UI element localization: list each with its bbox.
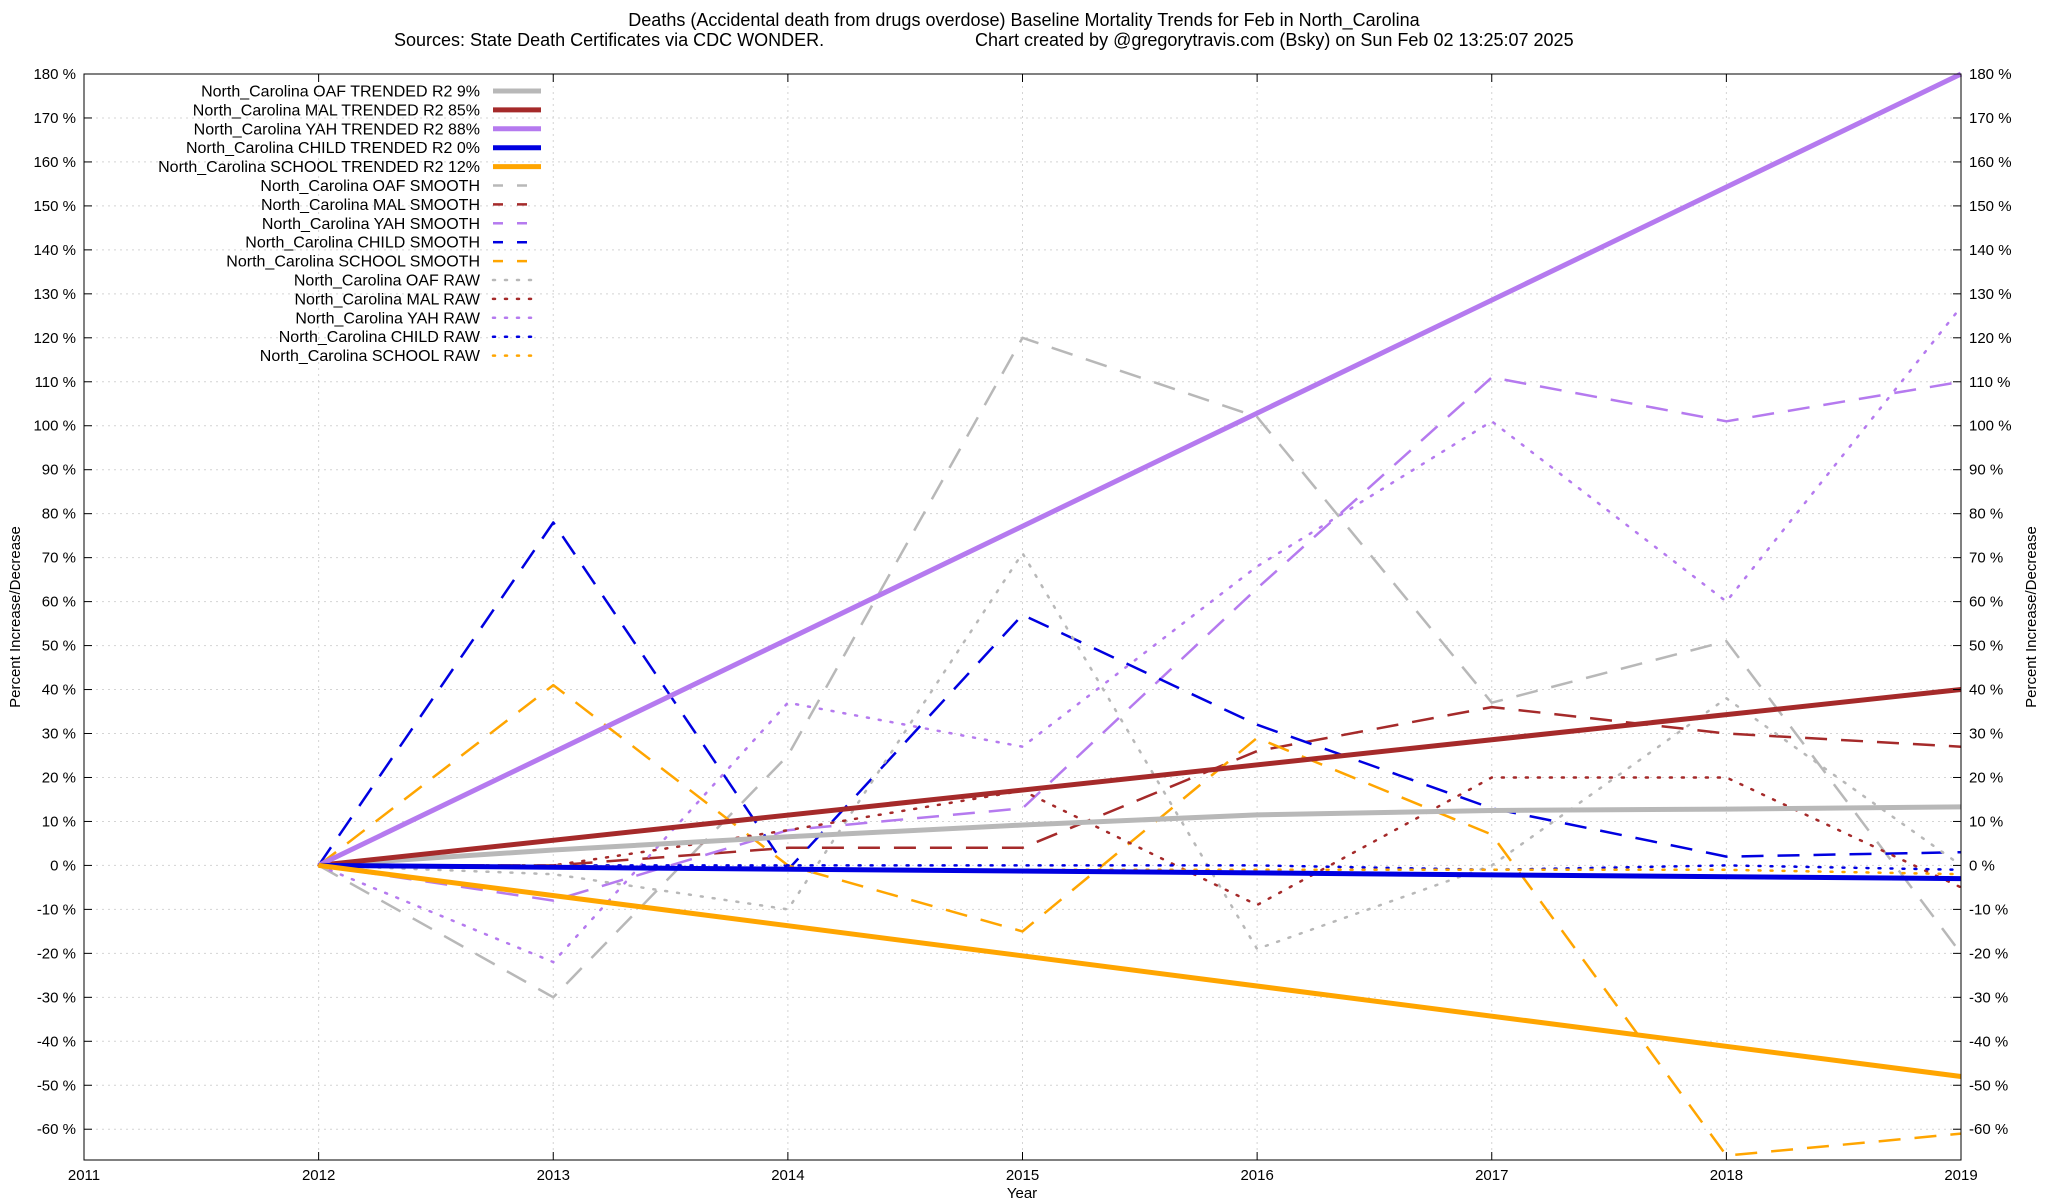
series-layer (317, 71, 1963, 1157)
y-tick-label-left: 30 % (42, 726, 76, 743)
y-tick-label-left: 140 % (33, 242, 76, 259)
legend: North_Carolina OAF TRENDED R2 9%North_Ca… (158, 84, 543, 365)
legend-label: North_Carolina CHILD RAW (279, 329, 481, 346)
series-line-11 (317, 551, 1963, 951)
y-tick-label-right: -60 % (1969, 1121, 2008, 1138)
y-tick-label-right: -10 % (1969, 901, 2008, 918)
y-tick-label-right: 40 % (1969, 682, 2003, 699)
series-line-8 (318, 376, 1962, 902)
x-tick-label: 2011 (68, 1167, 100, 1184)
legend-label: North_Carolina CHILD TRENDED R2 0% (186, 140, 480, 157)
chart-source: Sources: State Death Certificates via CD… (394, 30, 824, 50)
series-line-4 (318, 862, 1962, 882)
x-tick-label: 2014 (771, 1167, 804, 1184)
series-line-9 (317, 521, 1962, 872)
y-axis-label-right: Percent Increase/Decrease (2023, 526, 2040, 708)
y-tick-label-left: 20 % (42, 769, 76, 786)
y-tick-label-left: 170 % (33, 110, 76, 127)
x-tick-label: 2017 (1475, 1167, 1508, 1184)
x-tick-label: 2018 (1710, 1167, 1743, 1184)
legend-label: North_Carolina YAH TRENDED R2 88% (194, 121, 480, 138)
x-tick-label: 2013 (537, 1167, 570, 1184)
y-tick-label-right: 0 % (1969, 857, 1995, 874)
y-tick-label-right: 180 % (1969, 66, 2012, 83)
x-tick-label: 2016 (1240, 1167, 1273, 1184)
x-axis-label: Year (1007, 1185, 1037, 1200)
y-tick-label-left: 80 % (42, 506, 76, 523)
y-tick-label-left: 90 % (42, 462, 76, 479)
y-tick-label-left: 50 % (42, 638, 76, 655)
series-line-6 (317, 336, 1962, 999)
y-tick-label-left: 100 % (33, 418, 76, 435)
y-tick-label-right: 150 % (1969, 198, 2012, 215)
y-tick-label-right: -30 % (1969, 989, 2008, 1006)
y-tick-label-right: 120 % (1969, 330, 2012, 347)
y-axis-label-left: Percent Increase/Decrease (7, 526, 24, 708)
y-tick-label-left: 110 % (35, 374, 76, 391)
series-line-10 (317, 683, 1962, 1157)
legend-label: North_Carolina MAL SMOOTH (261, 197, 480, 214)
y-tick-label-left: 130 % (33, 286, 76, 303)
y-tick-label-right: 160 % (1969, 154, 2012, 171)
chart-title: Deaths (Accidental death from drugs over… (628, 10, 1420, 31)
legend-label: North_Carolina SCHOOL SMOOTH (226, 254, 480, 271)
y-tick-label-right: 80 % (1969, 506, 2003, 523)
y-tick-label-right: -20 % (1969, 945, 2008, 962)
y-tick-label-left: -20 % (37, 945, 76, 962)
legend-label: North_Carolina MAL RAW (294, 291, 480, 308)
y-tick-label-right: 10 % (1969, 813, 2003, 830)
y-tick-label-right: -40 % (1969, 1033, 2008, 1050)
y-tick-label-left: -60 % (37, 1121, 76, 1138)
series-line-13 (317, 305, 1963, 964)
x-tick-label: 2012 (302, 1167, 335, 1184)
y-tick-label-left: -10 % (37, 901, 76, 918)
series-line-7 (318, 705, 1962, 867)
y-tick-label-left: -30 % (37, 989, 76, 1006)
legend-label: North_Carolina MAL TRENDED R2 85% (193, 102, 480, 119)
y-tick-label-right: 30 % (1969, 726, 2003, 743)
series-line-14 (317, 864, 1963, 872)
legend-label: North_Carolina YAH RAW (295, 310, 481, 327)
y-tick-label-right: 60 % (1969, 594, 2003, 611)
y-tick-label-right: 50 % (1969, 638, 2003, 655)
series-line-2 (318, 687, 1962, 868)
legend-label: North_Carolina SCHOOL RAW (260, 348, 481, 365)
y-tick-label-right: 140 % (1969, 242, 2012, 259)
y-tick-label-right: 110 % (1969, 374, 2010, 391)
legend-label: North_Carolina CHILD SMOOTH (245, 235, 480, 252)
legend-label: North_Carolina YAH SMOOTH (262, 216, 480, 233)
y-tick-label-left: 10 % (42, 813, 76, 830)
y-tick-label-left: 120 % (33, 330, 76, 347)
y-tick-label-left: -50 % (37, 1077, 76, 1094)
y-tick-label-right: 70 % (1969, 550, 2003, 567)
legend-label: North_Carolina SCHOOL TRENDED R2 12% (158, 159, 480, 176)
y-tick-label-left: 180 % (33, 66, 76, 83)
y-tick-label-left: 0 % (50, 857, 76, 874)
y-tick-label-left: 150 % (33, 198, 76, 215)
series-line-12 (317, 776, 1963, 907)
series-line-5 (318, 862, 1962, 1079)
y-tick-label-left: 40 % (42, 682, 76, 699)
y-tick-label-right: 90 % (1969, 462, 2003, 479)
series-line-15 (317, 864, 1963, 876)
y-tick-label-right: 170 % (1969, 110, 2012, 127)
legend-label: North_Carolina OAF RAW (294, 273, 481, 290)
chart-credit: Chart created by @gregorytravis.com (Bsk… (975, 30, 1574, 50)
y-tick-label-right: 100 % (1969, 418, 2012, 435)
x-tick-label: 2019 (1944, 1167, 1977, 1184)
legend-label: North_Carolina OAF TRENDED R2 9% (201, 84, 480, 101)
y-tick-label-left: -40 % (37, 1033, 76, 1050)
series-line-1 (318, 804, 1962, 868)
y-tick-label-left: 70 % (42, 550, 76, 567)
x-tick-label: 2015 (1006, 1167, 1039, 1184)
y-tick-label-right: 130 % (1969, 286, 2012, 303)
legend-label: North_Carolina OAF SMOOTH (260, 178, 480, 195)
y-tick-label-left: 160 % (33, 154, 76, 171)
y-tick-label-right: 20 % (1969, 769, 2003, 786)
axis-ticks: 2011 2012 2013 2014 2015 2016 2017 2018 2019 180 … (33, 66, 2011, 1184)
series-line-3 (317, 71, 1963, 868)
y-tick-label-left: 60 % (42, 594, 76, 611)
y-tick-label-right: -50 % (1969, 1077, 2008, 1094)
